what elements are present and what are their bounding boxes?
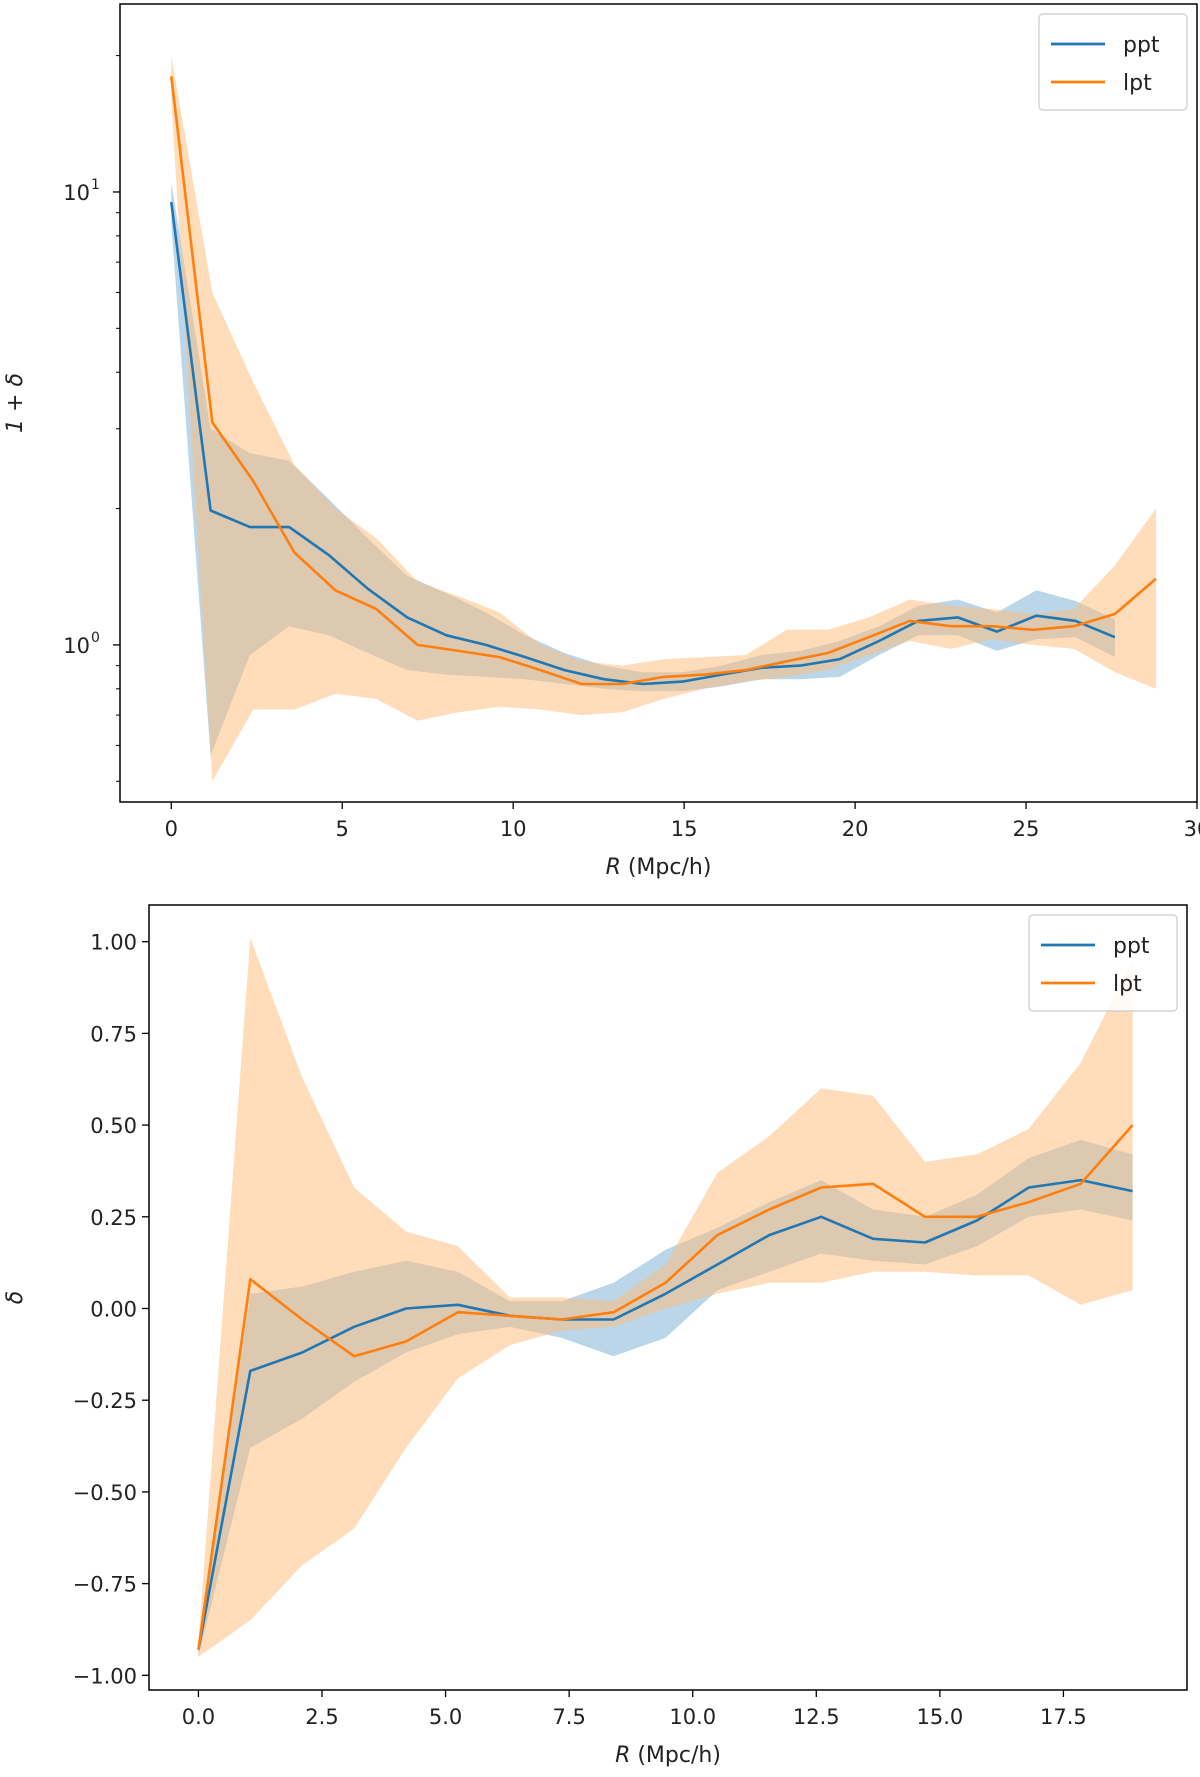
x-axis-label-var: R: [615, 1743, 630, 1768]
y-tick-label-2: −0.25: [73, 1389, 137, 1413]
y-tick-label-base: 10: [63, 181, 90, 205]
y-tick-label-1: 10: [63, 181, 90, 205]
x-tick-label-1: 5: [336, 817, 349, 841]
y-tick-label-2: 0.00: [90, 1298, 137, 1322]
legend-label-ppt: ppt: [1123, 33, 1160, 58]
y-tick-label-1: 10: [63, 634, 90, 658]
x-tick-label-2: 2.5: [305, 1705, 338, 1729]
x-tick-label-2: 10.0: [669, 1705, 716, 1729]
x-tick-label-2: 17.5: [1040, 1705, 1087, 1729]
lpt-line-1: [170, 76, 1157, 686]
ppt-line-2: [197, 1178, 1133, 1650]
legend-label-ppt: ppt: [1113, 934, 1150, 959]
x-tick-label-1: 30: [1184, 817, 1200, 841]
y-tick-label-exponent: 0: [91, 630, 100, 646]
x-tick-label-1: 20: [842, 817, 869, 841]
x-tick-label-2: 15.0: [916, 1705, 963, 1729]
y-tick-label-2: 0.75: [90, 1022, 137, 1046]
chart-panel-2: 0.0 2.5 5.0 7.5 10.0 12.5 15.0 17.5 −1.00 −0.75 −0…: [3, 904, 1188, 1768]
y-axis-label-1: 1 + δ: [3, 373, 28, 433]
x-axis-label-unit: (Mpc/h): [630, 1743, 721, 1768]
y-tick-label-2: 1.00: [90, 931, 137, 955]
y-tick-label-2: 0.25: [90, 1206, 137, 1230]
legend-label-lpt: lpt: [1113, 972, 1142, 997]
x-tick-label-1: 25: [1013, 817, 1040, 841]
y-axis-label-2: δ: [3, 1291, 28, 1304]
x-tick-label-2: 0.0: [182, 1705, 215, 1729]
x-axis-label-1: R (Mpc/h): [606, 855, 712, 880]
legend-2: ppt lpt: [1028, 914, 1178, 1012]
legend-1: ppt lpt: [1038, 13, 1188, 111]
lpt-band-2: [198, 938, 1133, 1657]
x-tick-label-2: 12.5: [793, 1705, 840, 1729]
x-tick-label-1: 0: [165, 817, 178, 841]
plot-frame-1: [119, 3, 1198, 803]
plot-frame-2: [148, 904, 1188, 1691]
ppt-line-1: [170, 201, 1116, 686]
x-tick-label-2: 5.0: [429, 1705, 462, 1729]
x-tick-label-1: 10: [500, 817, 527, 841]
y-tick-label-2: −0.50: [73, 1481, 137, 1505]
x-tick-label-1: 15: [671, 817, 698, 841]
y-tick-label-2: −1.00: [73, 1664, 137, 1688]
x-tick-label-2: 7.5: [552, 1705, 585, 1729]
x-axis-label-unit: (Mpc/h): [621, 855, 712, 880]
legend-label-lpt: lpt: [1123, 71, 1152, 96]
plot-area-2: [197, 938, 1134, 1657]
plot-area-1: [170, 55, 1157, 782]
y-tick-label-base: 10: [63, 634, 90, 658]
y-tick-label-exponent: 1: [91, 177, 100, 193]
y-tick-label-2: 0.50: [90, 1114, 137, 1138]
x-axis-label-var: R: [606, 855, 621, 880]
legend-box: [1038, 13, 1188, 111]
y-tick-label-2: −0.75: [73, 1573, 137, 1597]
lpt-line-2: [197, 1124, 1134, 1650]
x-axis-label-2: R (Mpc/h): [615, 1743, 721, 1768]
lpt-band-1: [171, 55, 1157, 782]
legend-box: [1028, 914, 1178, 1012]
